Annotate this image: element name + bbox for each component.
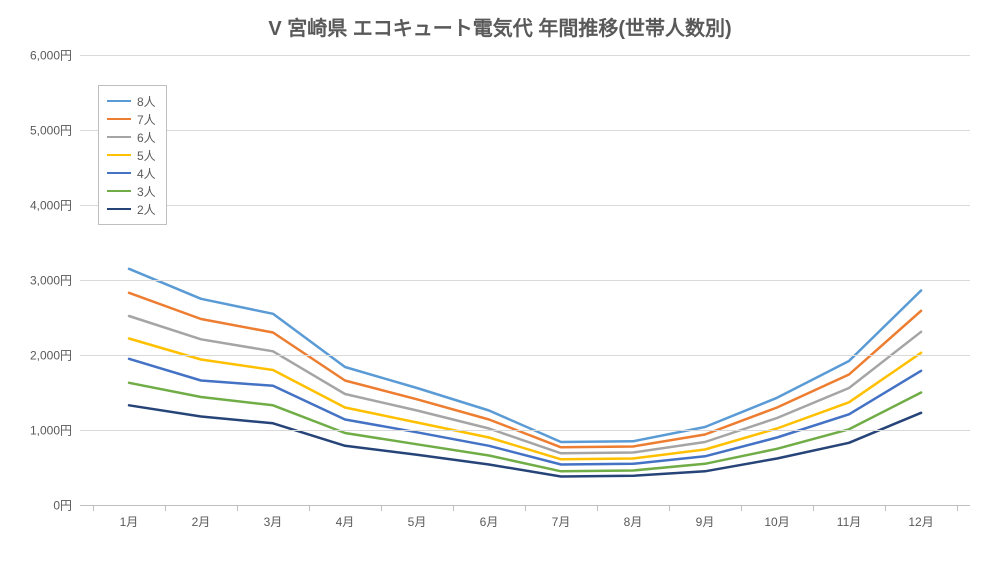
legend-swatch xyxy=(107,190,131,192)
plot-area: 0円1,000円2,000円3,000円4,000円5,000円6,000円1月… xyxy=(80,55,970,505)
legend-swatch xyxy=(107,154,131,156)
x-tick-mark xyxy=(597,505,598,511)
legend-label: 7人 xyxy=(137,111,156,128)
legend-item: 7人 xyxy=(107,110,156,128)
y-tick-label: 4,000円 xyxy=(30,197,80,214)
x-tick-label: 6月 xyxy=(480,505,499,530)
legend-label: 5人 xyxy=(137,147,156,164)
x-tick-label: 11月 xyxy=(837,505,861,530)
legend: 8人7人6人5人4人3人2人 xyxy=(98,85,167,225)
grid-line xyxy=(80,130,970,131)
x-tick-label: 2月 xyxy=(192,505,211,530)
x-tick-mark xyxy=(93,505,94,511)
grid-line xyxy=(80,55,970,56)
x-tick-mark xyxy=(309,505,310,511)
grid-line xyxy=(80,280,970,281)
x-tick-mark xyxy=(525,505,526,511)
legend-label: 4人 xyxy=(137,165,156,182)
x-tick-mark xyxy=(669,505,670,511)
legend-swatch xyxy=(107,136,131,138)
x-tick-label: 1月 xyxy=(120,505,139,530)
y-tick-label: 2,000円 xyxy=(30,347,80,364)
y-tick-label: 3,000円 xyxy=(30,272,80,289)
x-tick-mark xyxy=(957,505,958,511)
legend-item: 4人 xyxy=(107,164,156,182)
x-tick-label: 5月 xyxy=(408,505,427,530)
x-tick-mark xyxy=(237,505,238,511)
x-tick-mark xyxy=(381,505,382,511)
x-tick-label: 10月 xyxy=(764,505,789,530)
legend-label: 8人 xyxy=(137,93,156,110)
y-tick-label: 5,000円 xyxy=(30,122,80,139)
x-tick-label: 3月 xyxy=(264,505,283,530)
x-tick-label: 8月 xyxy=(624,505,643,530)
grid-line xyxy=(80,430,970,431)
legend-swatch xyxy=(107,118,131,120)
legend-label: 2人 xyxy=(137,201,156,218)
chart-title: V 宮崎県 エコキュート電気代 年間推移(世帯人数別) xyxy=(0,12,1000,41)
line-series xyxy=(129,293,921,448)
x-tick-mark xyxy=(885,505,886,511)
x-tick-label: 4月 xyxy=(336,505,355,530)
legend-swatch xyxy=(107,172,131,174)
legend-swatch xyxy=(107,100,131,102)
line-chart: V 宮崎県 エコキュート電気代 年間推移(世帯人数別) 0円1,000円2,00… xyxy=(0,0,1000,562)
x-tick-mark xyxy=(453,505,454,511)
grid-line xyxy=(80,355,970,356)
y-tick-label: 0円 xyxy=(53,497,80,514)
x-tick-mark xyxy=(813,505,814,511)
legend-label: 6人 xyxy=(137,129,156,146)
grid-line xyxy=(80,205,970,206)
legend-item: 3人 xyxy=(107,182,156,200)
legend-swatch xyxy=(107,208,131,210)
x-tick-label: 7月 xyxy=(552,505,571,530)
x-tick-mark xyxy=(741,505,742,511)
legend-item: 5人 xyxy=(107,146,156,164)
legend-label: 3人 xyxy=(137,183,156,200)
x-tick-label: 12月 xyxy=(908,505,933,530)
legend-item: 2人 xyxy=(107,200,156,218)
y-tick-label: 6,000円 xyxy=(30,47,80,64)
x-tick-label: 9月 xyxy=(696,505,715,530)
legend-item: 8人 xyxy=(107,92,156,110)
legend-item: 6人 xyxy=(107,128,156,146)
y-tick-label: 1,000円 xyxy=(30,422,80,439)
x-tick-mark xyxy=(165,505,166,511)
